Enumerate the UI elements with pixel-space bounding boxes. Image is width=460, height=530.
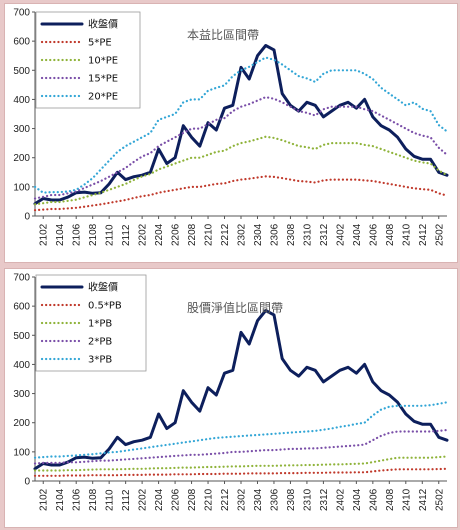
chart-title: 本益比區間帶 [187, 28, 259, 42]
series-line-3 [33, 428, 449, 465]
x-tick-label: 2402 [335, 223, 346, 246]
x-tick-label: 2106 [72, 223, 83, 246]
y-tick-label: 600 [13, 302, 30, 313]
x-tick-label: 2102 [39, 488, 50, 511]
series-line-3 [33, 95, 449, 200]
y-tick-label: 300 [13, 389, 30, 400]
x-tick-label: 2108 [88, 488, 99, 511]
series-line-2 [33, 135, 449, 206]
y-tick-label: 0 [24, 477, 30, 488]
y-tick-label: 100 [13, 182, 30, 193]
y-tick-label: 600 [13, 37, 30, 48]
series-line-0 [33, 309, 449, 471]
y-tick-label: 200 [13, 153, 30, 164]
x-tick-label: 2502 [434, 223, 445, 246]
chart-legend: 收盤價 5*PE 10*PE 15*PE 20*PE [35, 11, 141, 109]
x-tick-label: 2304 [253, 223, 264, 246]
x-tick-label: 2112 [121, 489, 132, 511]
legend-label-4: 3*PB [88, 355, 112, 366]
legend-label-2: 1*PB [88, 319, 112, 330]
x-tick-label: 2404 [352, 223, 363, 246]
x-tick-label: 2502 [434, 488, 445, 511]
x-tick-label: 2110 [105, 489, 116, 511]
x-tick-label: 2308 [286, 223, 297, 246]
x-tick-label: 2206 [171, 488, 182, 511]
legend-label-2: 10*PE [88, 56, 118, 67]
x-tick-label: 2406 [368, 223, 379, 246]
x-tick-label: 2312 [319, 223, 330, 246]
x-tick-label: 2408 [385, 223, 396, 246]
x-tick-label: 2306 [269, 488, 280, 511]
legend-label-3: 2*PB [88, 337, 112, 348]
legend-label-0: 收盤價 [88, 18, 118, 31]
x-tick-label: 2402 [335, 488, 346, 511]
x-tick-label: 2302 [237, 488, 248, 511]
x-tick-label: 2102 [39, 223, 50, 246]
x-tick-label: 2404 [352, 488, 363, 511]
x-tick-label: 2210 [204, 223, 215, 246]
x-tick-label: 2304 [253, 488, 264, 511]
x-tick-label: 2202 [138, 488, 149, 511]
x-tick-label: 2208 [187, 223, 198, 246]
x-tick-label: 2406 [368, 488, 379, 511]
legend-label-1: 5*PE [88, 38, 112, 49]
legend-label-4: 20*PE [88, 92, 118, 103]
x-tick-label: 2212 [220, 223, 231, 246]
y-tick-label: 100 [13, 447, 30, 458]
x-tick-label: 2210 [204, 488, 215, 511]
x-tick-label: 2106 [72, 488, 83, 511]
y-tick-label: 0 [24, 212, 30, 223]
pe-band-chart: 0 100 200 300 400 500 600 700 2102 2104 2106 2108 21… [4, 3, 458, 263]
x-tick-label: 2306 [269, 223, 280, 246]
series-line-4 [33, 401, 449, 459]
y-tick-label: 400 [13, 360, 30, 371]
y-tick-label: 700 [13, 273, 30, 284]
x-tick-label: 2208 [187, 488, 198, 511]
x-tick-label: 2308 [286, 488, 297, 511]
x-tick-label: 2412 [418, 223, 429, 246]
x-tick-label: 2204 [154, 223, 165, 246]
x-tick-label: 2310 [302, 488, 313, 511]
x-tick-label: 2206 [171, 223, 182, 246]
x-tick-label: 2104 [55, 223, 66, 246]
y-tick-label: 500 [13, 66, 30, 77]
x-tick-label: 2302 [237, 223, 248, 246]
y-tick-label: 300 [13, 124, 30, 135]
legend-label-3: 15*PE [88, 74, 118, 85]
x-tick-label: 2104 [55, 488, 66, 511]
chart-legend: 收盤價 0.5*PB 1*PB 2*PB 3*PB [35, 274, 147, 372]
series-line-1 [33, 175, 449, 212]
x-tick-label: 2312 [319, 488, 330, 511]
x-tick-label: 2202 [138, 223, 149, 246]
pb-band-chart: 0 100 200 300 400 500 600 700 2102 2104 2106 2108 21… [4, 268, 458, 528]
x-tick-label: 2110 [105, 224, 116, 246]
x-tick-label: 2112 [121, 224, 132, 246]
chart-title: 股價淨值比區間帶 [187, 300, 283, 315]
pb-band-chart-svg: 0 100 200 300 400 500 600 700 2102 2104 2106 2108 21… [13, 273, 449, 511]
pe-band-chart-svg: 0 100 200 300 400 500 600 700 2102 2104 2106 2108 21… [13, 8, 449, 246]
x-tick-label: 2410 [401, 488, 412, 511]
legend-label-1: 0.5*PB [88, 301, 122, 312]
x-tick-label: 2108 [88, 223, 99, 246]
y-tick-label: 700 [13, 8, 30, 19]
x-tick-label: 2410 [401, 223, 412, 246]
x-tick-label: 2310 [302, 223, 313, 246]
series-line-1 [33, 467, 449, 477]
series-line-0 [33, 44, 449, 206]
x-tick-label: 2212 [220, 488, 231, 511]
y-tick-label: 500 [13, 331, 30, 342]
series-line-4 [33, 56, 449, 194]
legend-label-0: 收盤價 [88, 281, 118, 294]
x-tick-label: 2204 [154, 488, 165, 511]
x-tick-label: 2412 [418, 488, 429, 511]
y-tick-label: 200 [13, 418, 30, 429]
series-line-2 [33, 455, 449, 472]
y-tick-label: 400 [13, 95, 30, 106]
x-tick-label: 2408 [385, 488, 396, 511]
